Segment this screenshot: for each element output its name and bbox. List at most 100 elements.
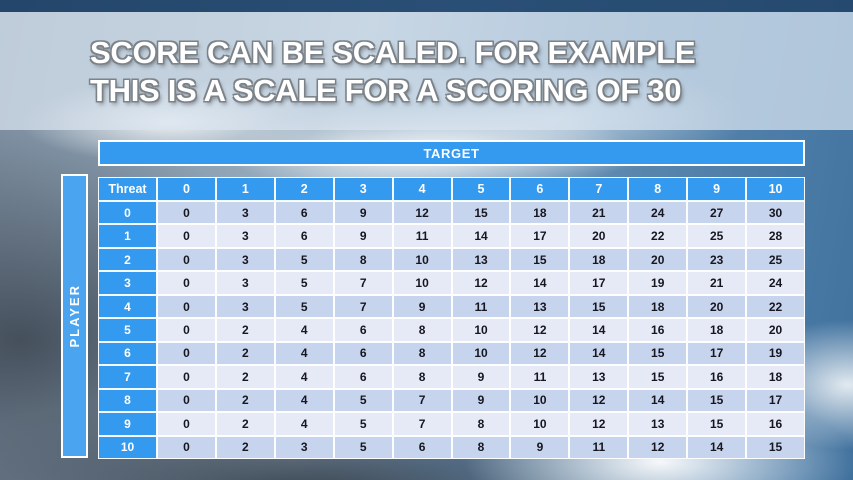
score-cell-r10-c7: 11	[569, 435, 629, 459]
score-cell-r4-c9: 20	[687, 294, 747, 319]
player-row-header-5: 5	[98, 318, 157, 342]
score-cell-r2-c3: 8	[333, 247, 393, 272]
score-cell-r5-c2: 4	[274, 318, 334, 342]
score-cell-r7-c1: 2	[215, 365, 275, 389]
score-cell-r9-c9: 15	[687, 412, 747, 436]
score-cell-r1-c4: 11	[392, 224, 452, 248]
sky-top-strip	[0, 0, 853, 12]
score-cell-r4-c7: 15	[569, 294, 629, 319]
score-cell-r5-c6: 12	[510, 318, 570, 342]
score-cell-r10-c0: 0	[157, 435, 216, 459]
score-cell-r3-c5: 12	[451, 271, 511, 295]
player-row-header-9: 9	[98, 412, 157, 436]
score-cell-r3-c9: 21	[687, 271, 747, 295]
score-cell-r0-c8: 24	[628, 201, 688, 225]
target-col-header-3: 3	[333, 177, 393, 201]
slide-title: SCORE CAN BE SCALED. FOR EXAMPLE THIS IS…	[90, 34, 696, 110]
score-cell-r6-c0: 0	[157, 341, 216, 366]
score-cell-r7-c10: 18	[746, 365, 805, 389]
score-cell-r6-c5: 10	[451, 341, 511, 366]
score-cell-r6-c1: 2	[215, 341, 275, 366]
score-cell-r9-c10: 16	[746, 412, 805, 436]
player-row-header-0: 0	[98, 201, 157, 225]
score-cell-r2-c7: 18	[569, 247, 629, 272]
score-cell-r8-c5: 9	[451, 388, 511, 413]
score-cell-r3-c6: 14	[510, 271, 570, 295]
score-cell-r7-c6: 11	[510, 365, 570, 389]
score-cell-r2-c8: 20	[628, 247, 688, 272]
score-cell-r8-c10: 17	[746, 388, 805, 413]
score-cell-r3-c8: 19	[628, 271, 688, 295]
score-cell-r3-c3: 7	[333, 271, 393, 295]
score-cell-r5-c4: 8	[392, 318, 452, 342]
title-line-1: SCORE CAN BE SCALED. FOR EXAMPLE	[90, 35, 696, 70]
target-col-header-0: 0	[157, 177, 216, 201]
score-cell-r4-c4: 9	[392, 294, 452, 319]
score-cell-r7-c8: 15	[628, 365, 688, 389]
score-cell-r1-c2: 6	[274, 224, 334, 248]
score-cell-r0-c10: 30	[746, 201, 805, 225]
target-col-header-2: 2	[274, 177, 334, 201]
score-cell-r0-c5: 15	[451, 201, 511, 225]
score-cell-r8-c1: 2	[215, 388, 275, 413]
score-cell-r4-c3: 7	[333, 294, 393, 319]
score-cell-r9-c5: 8	[451, 412, 511, 436]
score-cell-r4-c8: 18	[628, 294, 688, 319]
score-cell-r6-c6: 12	[510, 341, 570, 366]
score-cell-r2-c4: 10	[392, 247, 452, 272]
score-cell-r5-c7: 14	[569, 318, 629, 342]
score-cell-r10-c9: 14	[687, 435, 747, 459]
score-cell-r0-c7: 21	[569, 201, 629, 225]
score-cell-r5-c8: 16	[628, 318, 688, 342]
score-cell-r1-c3: 9	[333, 224, 393, 248]
score-cell-r4-c0: 0	[157, 294, 216, 319]
score-cell-r10-c6: 9	[510, 435, 570, 459]
player-row-header-8: 8	[98, 388, 157, 413]
score-cell-r3-c1: 3	[215, 271, 275, 295]
player-row-header-4: 4	[98, 294, 157, 319]
player-row-header-1: 1	[98, 224, 157, 248]
score-cell-r8-c2: 4	[274, 388, 334, 413]
score-cell-r4-c10: 22	[746, 294, 805, 319]
title-line-2: THIS IS A SCALE FOR A SCORING OF 30	[90, 73, 682, 108]
score-cell-r7-c4: 8	[392, 365, 452, 389]
score-cell-r8-c8: 14	[628, 388, 688, 413]
score-cell-r1-c10: 28	[746, 224, 805, 248]
threat-corner-header: Threat	[98, 177, 157, 201]
score-cell-r6-c8: 15	[628, 341, 688, 366]
score-cell-r9-c8: 13	[628, 412, 688, 436]
score-cell-r5-c3: 6	[333, 318, 393, 342]
score-cell-r0-c2: 6	[274, 201, 334, 225]
score-cell-r6-c10: 19	[746, 341, 805, 366]
score-cell-r8-c7: 12	[569, 388, 629, 413]
score-cell-r1-c0: 0	[157, 224, 216, 248]
score-cell-r7-c2: 4	[274, 365, 334, 389]
score-table: Threat 0 1 2 3 4 5 6 7 8 9 10 0 0 3 6 9 12 15 18 21 24 27 30 1 0 3…	[98, 177, 805, 459]
score-cell-r5-c10: 20	[746, 318, 805, 342]
score-cell-r5-c5: 10	[451, 318, 511, 342]
score-cell-r5-c0: 0	[157, 318, 216, 342]
target-axis-header: TARGET	[98, 140, 805, 166]
score-cell-r9-c0: 0	[157, 412, 216, 436]
player-row-header-3: 3	[98, 271, 157, 295]
score-cell-r9-c1: 2	[215, 412, 275, 436]
score-cell-r7-c3: 6	[333, 365, 393, 389]
score-cell-r1-c9: 25	[687, 224, 747, 248]
score-cell-r9-c3: 5	[333, 412, 393, 436]
score-cell-r7-c9: 16	[687, 365, 747, 389]
score-cell-r3-c7: 17	[569, 271, 629, 295]
score-cell-r8-c3: 5	[333, 388, 393, 413]
score-cell-r8-c0: 0	[157, 388, 216, 413]
score-cell-r3-c10: 24	[746, 271, 805, 295]
player-row-header-2: 2	[98, 247, 157, 272]
score-cell-r10-c2: 3	[274, 435, 334, 459]
score-cell-r3-c2: 5	[274, 271, 334, 295]
target-col-header-10: 10	[746, 177, 805, 201]
score-cell-r5-c9: 18	[687, 318, 747, 342]
score-cell-r3-c0: 0	[157, 271, 216, 295]
score-cell-r10-c4: 6	[392, 435, 452, 459]
score-cell-r8-c4: 7	[392, 388, 452, 413]
score-cell-r2-c10: 25	[746, 247, 805, 272]
score-cell-r6-c4: 8	[392, 341, 452, 366]
score-cell-r1-c5: 14	[451, 224, 511, 248]
